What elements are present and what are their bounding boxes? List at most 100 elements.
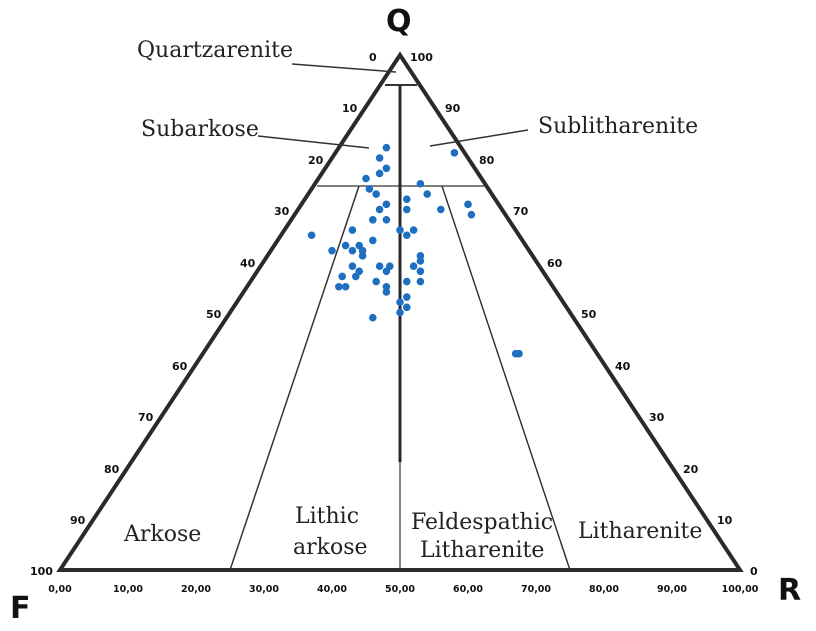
- right-axis-tick: 60: [547, 257, 563, 270]
- sample-point: [365, 185, 374, 193]
- sample-point: [467, 210, 476, 219]
- sample-point: [372, 190, 381, 198]
- left-axis-tick: 0: [369, 51, 377, 64]
- field-label-feldespathic-line1: Feldespathic: [411, 510, 553, 535]
- right-axis-tick: 80: [479, 154, 495, 167]
- sample-points: [307, 143, 523, 358]
- right-axis-tick: 40: [615, 360, 631, 373]
- field-label-litharenite: Litharenite: [578, 519, 702, 544]
- sample-point: [396, 308, 404, 317]
- sample-point: [450, 149, 459, 157]
- sample-point: [382, 216, 391, 224]
- sample-point: [403, 293, 411, 301]
- sample-point: [416, 277, 425, 286]
- sample-point: [372, 277, 381, 286]
- sample-point: [382, 288, 391, 296]
- right-axis-tick: 100: [410, 51, 433, 64]
- sample-point: [369, 313, 377, 322]
- right-axis-tick: 0: [750, 565, 758, 578]
- sample-point: [341, 241, 350, 250]
- sample-point: [348, 226, 357, 234]
- sample-point: [382, 200, 391, 209]
- sample-point: [375, 262, 384, 270]
- subarkose-leader: [257, 135, 370, 149]
- litharenite-boundary: [441, 185, 571, 571]
- bottom-axis-tick: 70,00: [521, 584, 551, 595]
- bottom-axis-tick: 50,00: [385, 584, 415, 595]
- field-label-feldespathic-line2: Litharenite: [420, 538, 544, 563]
- left-axis-tick: 100: [30, 565, 53, 578]
- left-axis-tick: 70: [138, 411, 154, 424]
- sample-point: [382, 267, 391, 276]
- sample-point: [403, 231, 411, 240]
- field-label-sublitharenite: Sublitharenite: [538, 114, 698, 139]
- sample-point: [403, 303, 411, 312]
- sample-point: [328, 246, 336, 255]
- sample-point: [375, 169, 384, 178]
- left-axis-tick: 90: [70, 514, 86, 527]
- sample-point: [409, 226, 418, 234]
- left-axis-tick: 20: [308, 154, 324, 167]
- sample-point: [437, 205, 445, 214]
- right-axis-tick: 20: [683, 463, 699, 476]
- sample-point: [382, 164, 391, 173]
- left-axis-tick: 30: [274, 205, 290, 218]
- bottom-axis-tick: 80,00: [589, 584, 619, 595]
- sample-point: [362, 174, 370, 183]
- bottom-axis-tick: 0,00: [48, 584, 72, 595]
- bottom-axis-tick: 60,00: [453, 584, 483, 595]
- sample-point: [348, 262, 357, 270]
- left-axis-tick: 50: [206, 308, 222, 321]
- bottom-axis-tick: 10,00: [113, 584, 143, 595]
- sample-point: [409, 262, 418, 270]
- sample-point: [515, 349, 523, 358]
- bottom-axis-tick: 100,00: [722, 584, 759, 595]
- sample-point: [348, 246, 357, 255]
- sublitharenite-leader: [429, 129, 529, 147]
- sample-point: [423, 190, 432, 198]
- field-label-lithic-arkose-line2: arkose: [293, 535, 368, 560]
- bottom-axis-tick: 20,00: [181, 584, 211, 595]
- sample-point: [369, 236, 377, 245]
- left-axis-tick: 80: [104, 463, 120, 476]
- sample-point: [403, 195, 411, 203]
- arkose-boundary: [229, 185, 360, 571]
- sample-point: [341, 282, 350, 291]
- vertex-label-f: F: [10, 591, 31, 626]
- sample-point: [403, 277, 411, 286]
- sample-point: [416, 257, 425, 265]
- left-axis-tick: 60: [172, 360, 188, 373]
- right-axis-tick: 50: [581, 308, 597, 321]
- sample-point: [307, 231, 316, 240]
- sample-point: [382, 143, 391, 152]
- field-label-subarkose: Subarkose: [141, 117, 259, 142]
- quartzarenite-leader: [291, 63, 397, 73]
- bottom-axis-tick: 40,00: [317, 584, 347, 595]
- field-label-quartzarenite: Quartzarenite: [137, 38, 293, 63]
- sample-point: [369, 216, 377, 224]
- left-axis-tick: 10: [342, 102, 358, 115]
- vertex-label-q: Q: [386, 4, 412, 39]
- bottom-axis-tick: 30,00: [249, 584, 279, 595]
- right-axis-tick: 30: [649, 411, 665, 424]
- sample-point: [338, 272, 347, 281]
- sample-point: [396, 298, 404, 307]
- right-axis-tick: 90: [445, 102, 461, 115]
- sample-point: [396, 226, 404, 234]
- sample-point: [464, 200, 472, 209]
- field-label-lithic-arkose-line1: Lithic: [295, 504, 359, 529]
- sample-point: [375, 205, 384, 214]
- sample-point: [416, 267, 425, 276]
- sample-point: [403, 205, 411, 214]
- bottom-axis-tick: 90,00: [657, 584, 687, 595]
- sample-point: [375, 154, 384, 162]
- sample-point: [335, 282, 343, 291]
- vertex-label-r: R: [778, 573, 801, 608]
- sample-point: [352, 272, 360, 281]
- sample-point: [358, 252, 367, 260]
- field-label-arkose: Arkose: [123, 522, 201, 547]
- left-axis-tick: 40: [240, 257, 256, 270]
- sample-point: [416, 179, 425, 188]
- right-axis-tick: 10: [717, 514, 733, 527]
